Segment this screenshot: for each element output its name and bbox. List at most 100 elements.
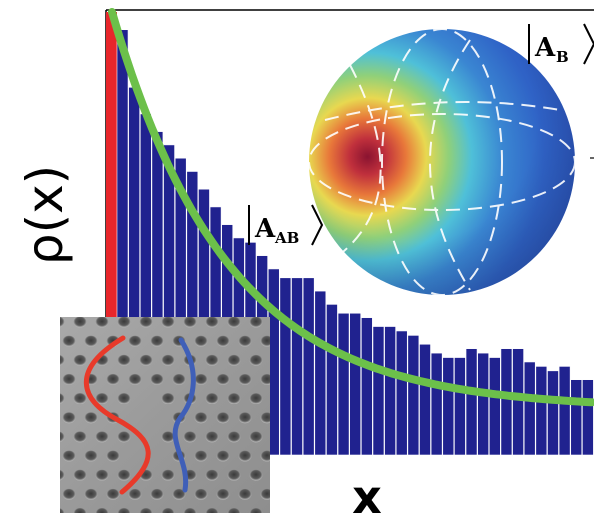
histogram-bar	[314, 290, 327, 456]
sem-hole	[249, 431, 263, 443]
sem-hole	[161, 317, 175, 328]
sem-hole	[238, 412, 252, 424]
sem-hole	[194, 488, 208, 500]
sem-hole	[139, 317, 153, 328]
sem-hole	[161, 507, 175, 513]
sem-hole	[227, 469, 241, 481]
sem-hole	[260, 335, 270, 347]
histogram-bar	[477, 352, 489, 456]
histogram-bar	[454, 357, 466, 456]
sem-hole	[238, 488, 252, 500]
sem-hole	[183, 317, 197, 328]
histogram-bar	[419, 343, 431, 456]
path-red	[83, 335, 151, 495]
sem-hole	[117, 469, 131, 481]
histogram-bar	[512, 348, 524, 456]
histogram-bar	[349, 312, 362, 456]
sem-hole	[73, 431, 87, 443]
sem-hole	[150, 488, 164, 500]
sem-hole	[216, 450, 230, 462]
sem-hole	[73, 507, 87, 513]
histogram-bar	[535, 366, 548, 456]
sem-hole	[216, 373, 230, 385]
sem-hole	[73, 469, 87, 481]
sem-hole	[106, 373, 120, 385]
sem-hole	[60, 508, 65, 513]
histogram-bar	[395, 330, 408, 456]
sem-hole	[283, 489, 296, 500]
histogram-bar	[570, 379, 583, 456]
sem-hole	[194, 373, 208, 385]
sem-hole	[117, 317, 131, 328]
sem-hole	[73, 393, 87, 405]
sem-hole	[183, 431, 197, 443]
histogram-bar	[407, 335, 420, 456]
sem-hole	[272, 508, 285, 515]
sem-hole	[205, 393, 219, 405]
sem-hole	[73, 354, 87, 366]
sem-hole	[139, 354, 153, 366]
sem-hole	[62, 373, 76, 385]
sem-hole	[216, 335, 230, 347]
sem-hole	[227, 317, 241, 328]
sem-hole	[60, 431, 65, 443]
ket-ab-label: A AB	[248, 204, 324, 247]
sem-hole	[95, 431, 109, 443]
sem-hole	[227, 354, 241, 366]
sem-hole	[60, 355, 65, 366]
sem-hole	[216, 412, 230, 424]
histogram-bar	[279, 277, 292, 456]
sem-hole	[106, 488, 120, 500]
sem-hole	[205, 469, 219, 481]
histogram-bar	[547, 370, 559, 456]
sem-hole	[260, 373, 270, 385]
sem-hole	[73, 317, 87, 328]
sem-hole	[62, 488, 76, 500]
sem-hole	[95, 469, 109, 481]
histogram-bar	[372, 326, 385, 456]
sem-hole	[194, 412, 208, 424]
sem-hole	[238, 450, 252, 462]
red-bar	[106, 12, 117, 455]
sem-hole	[227, 431, 241, 443]
sem-hole	[249, 317, 263, 328]
sem-hole	[194, 335, 208, 347]
histogram-bar	[291, 277, 303, 456]
histogram-bar	[384, 326, 396, 456]
sem-hole	[260, 450, 270, 462]
sem-hole	[117, 507, 131, 513]
y-axis-label: ρ(x)	[16, 165, 74, 265]
sem-hole	[62, 412, 76, 424]
sem-hole	[139, 507, 153, 513]
x-axis-label: x	[352, 470, 382, 515]
sem-hole	[249, 393, 263, 405]
sem-hole	[238, 335, 252, 347]
sem-hole	[128, 488, 142, 500]
histogram-bar	[523, 361, 536, 456]
ket-ab-main: A	[254, 214, 276, 244]
sem-hole	[106, 450, 120, 462]
histogram-bar	[337, 312, 350, 456]
sem-hole	[183, 507, 197, 513]
sem-hole	[84, 488, 98, 500]
sem-hole	[117, 393, 131, 405]
sem-hole	[172, 373, 186, 385]
path-blue	[172, 337, 196, 493]
sem-hole	[150, 335, 164, 347]
histogram-bar	[488, 357, 501, 456]
sem-hole	[161, 469, 175, 481]
histogram-bar	[302, 277, 315, 456]
sem-hole	[60, 317, 65, 328]
bloch-sphere	[308, 28, 576, 296]
sem-hole	[161, 393, 175, 405]
sem-hole	[238, 373, 252, 385]
sem-hole	[117, 431, 131, 443]
sem-hole	[60, 469, 65, 481]
ket-b-main: A	[534, 33, 556, 63]
sem-hole	[227, 507, 241, 513]
sem-hole	[128, 335, 142, 347]
histogram-bar	[500, 348, 513, 456]
sem-hole	[84, 335, 98, 347]
histogram-bar	[442, 357, 455, 456]
